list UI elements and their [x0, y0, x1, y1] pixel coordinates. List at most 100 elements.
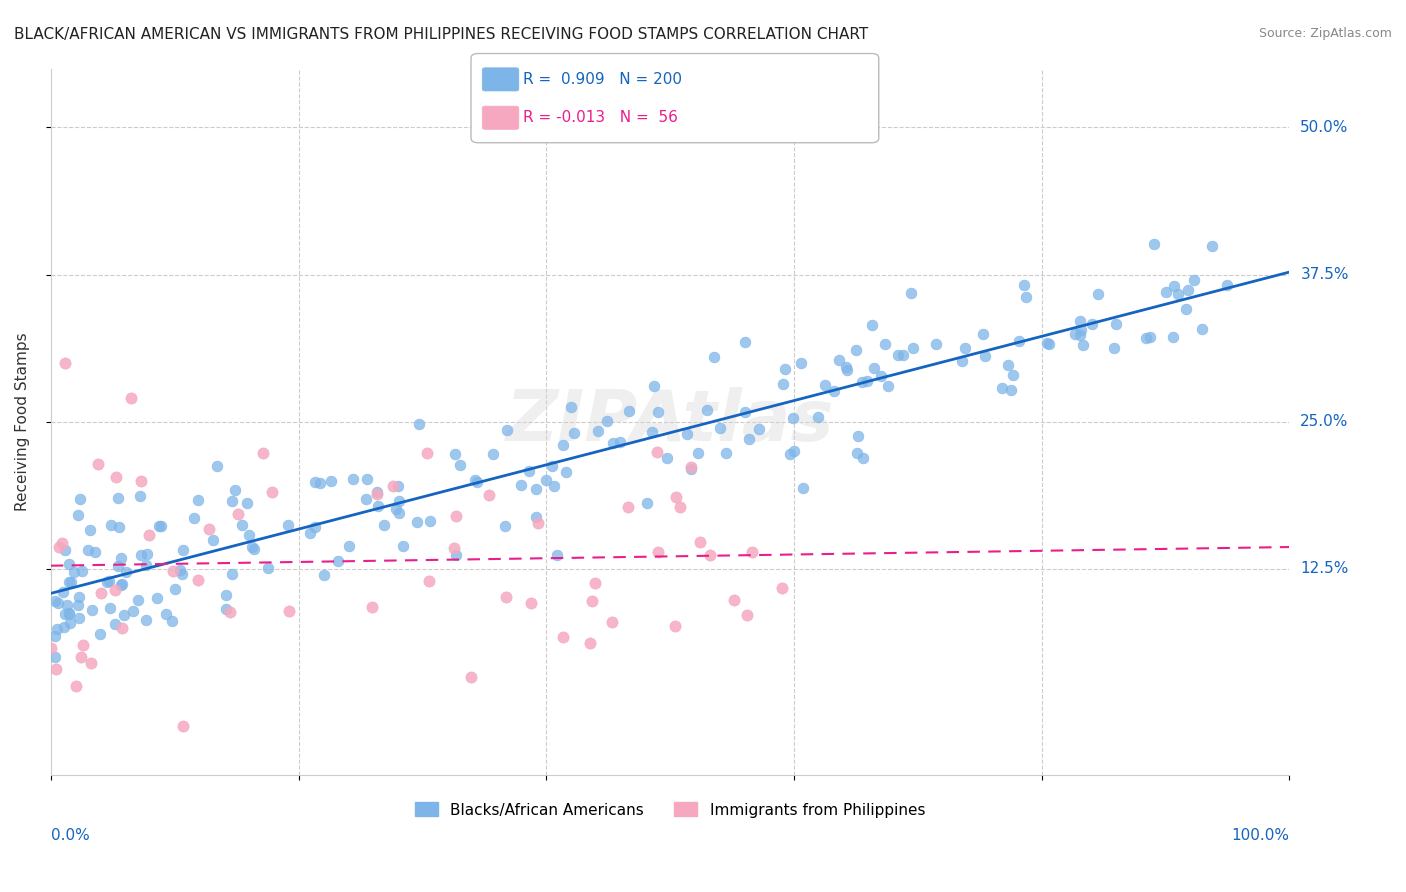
- Point: [519, 596, 541, 610]
- Point: [207, 458, 229, 473]
- Text: ZIPAtlas: ZIPAtlas: [506, 387, 834, 456]
- Point: [89, 626, 111, 640]
- Point: [48, 596, 70, 610]
- Point: [870, 369, 893, 384]
- Point: [619, 404, 641, 418]
- Point: [111, 577, 134, 591]
- Point: [84, 545, 107, 559]
- Point: [70, 564, 93, 578]
- Point: [664, 619, 686, 633]
- Point: [224, 483, 246, 497]
- Point: [304, 520, 326, 534]
- Point: [392, 540, 415, 554]
- Point: [1008, 334, 1031, 348]
- Point: [221, 494, 243, 508]
- Point: [67, 591, 90, 605]
- Point: [415, 446, 437, 460]
- Point: [39, 641, 62, 656]
- Point: [1081, 317, 1104, 331]
- Point: [643, 378, 665, 392]
- Point: [925, 337, 948, 351]
- Point: [135, 547, 157, 561]
- Point: [90, 586, 112, 600]
- Point: [524, 510, 547, 524]
- Point: [128, 490, 150, 504]
- Point: [1215, 277, 1237, 292]
- Text: R = -0.013   N =  56: R = -0.013 N = 56: [523, 111, 678, 125]
- Point: [709, 421, 731, 435]
- Point: [1064, 326, 1087, 341]
- Point: [58, 607, 80, 621]
- Point: [465, 475, 488, 490]
- Point: [111, 621, 134, 635]
- Point: [1015, 290, 1038, 304]
- Point: [647, 405, 669, 419]
- Point: [991, 381, 1014, 395]
- Point: [887, 348, 910, 362]
- Point: [463, 473, 485, 487]
- Point: [105, 470, 128, 484]
- Point: [80, 603, 103, 617]
- Point: [170, 566, 193, 581]
- Point: [460, 670, 482, 684]
- Point: [845, 446, 868, 460]
- Text: 25.0%: 25.0%: [1301, 414, 1348, 429]
- Point: [419, 514, 441, 528]
- Point: [96, 575, 118, 590]
- Point: [495, 590, 517, 604]
- Point: [59, 615, 82, 630]
- Point: [53, 356, 76, 370]
- Point: [80, 656, 103, 670]
- Point: [555, 465, 578, 479]
- Point: [104, 582, 127, 597]
- Point: [58, 574, 80, 589]
- Point: [120, 391, 142, 405]
- Point: [449, 458, 471, 473]
- Point: [405, 516, 427, 530]
- Point: [45, 622, 67, 636]
- Point: [59, 574, 82, 589]
- Point: [135, 613, 157, 627]
- Point: [1070, 323, 1092, 337]
- Point: [148, 519, 170, 533]
- Point: [44, 650, 66, 665]
- Point: [444, 508, 467, 523]
- Point: [494, 519, 516, 533]
- Point: [100, 517, 122, 532]
- Point: [1069, 328, 1091, 343]
- Point: [52, 585, 75, 599]
- Point: [860, 318, 883, 332]
- Point: [221, 566, 243, 581]
- Point: [354, 491, 377, 506]
- Point: [215, 588, 238, 602]
- Point: [876, 379, 898, 393]
- Point: [69, 492, 91, 507]
- Text: 0.0%: 0.0%: [51, 828, 90, 843]
- Point: [1002, 368, 1025, 383]
- Point: [901, 341, 924, 355]
- Point: [1105, 317, 1128, 331]
- Y-axis label: Receiving Food Stamps: Receiving Food Stamps: [15, 333, 30, 511]
- Point: [676, 427, 699, 442]
- Point: [356, 472, 378, 486]
- Point: [689, 535, 711, 549]
- Point: [100, 601, 122, 615]
- Point: [950, 353, 973, 368]
- Point: [973, 349, 995, 363]
- Point: [581, 594, 603, 608]
- Point: [1167, 287, 1189, 301]
- Point: [1163, 278, 1185, 293]
- Point: [65, 679, 87, 693]
- Point: [53, 607, 76, 621]
- Point: [252, 446, 274, 460]
- Point: [679, 459, 702, 474]
- Point: [863, 360, 886, 375]
- Text: R =  0.909   N = 200: R = 0.909 N = 200: [523, 72, 682, 87]
- Point: [444, 548, 467, 562]
- Point: [187, 492, 209, 507]
- Point: [129, 474, 152, 488]
- Point: [108, 520, 131, 534]
- Point: [534, 473, 557, 487]
- Point: [107, 491, 129, 506]
- Point: [162, 564, 184, 578]
